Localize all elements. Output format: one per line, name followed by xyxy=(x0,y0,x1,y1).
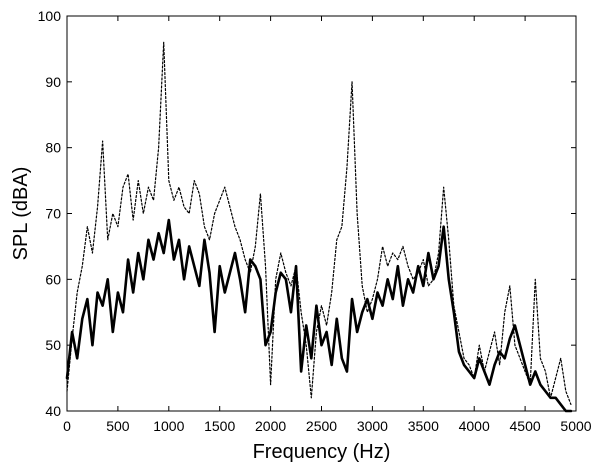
y-tick-label: 60 xyxy=(45,271,61,287)
y-tick-label: 100 xyxy=(38,8,62,24)
x-tick-label: 1000 xyxy=(153,418,184,434)
y-axis-label: SPL (dBA) xyxy=(10,167,32,261)
series-layer xyxy=(65,41,573,413)
y-tick-label: 50 xyxy=(45,337,61,353)
x-tick-label: 2000 xyxy=(255,418,286,434)
y-tick-label: 90 xyxy=(45,74,61,90)
x-tick-label: 2500 xyxy=(306,418,337,434)
x-tick-label: 5000 xyxy=(560,418,591,434)
y-tick-label: 80 xyxy=(45,140,61,156)
x-tick-label: 4000 xyxy=(459,418,490,434)
x-axis-label: Frequency (Hz) xyxy=(253,441,391,463)
y-tick-label: 40 xyxy=(45,403,61,419)
x-tick-label: 3500 xyxy=(408,418,439,434)
x-tick-label: 0 xyxy=(63,418,71,434)
plot-area-border xyxy=(66,15,577,412)
x-tick-label: 3000 xyxy=(357,418,388,434)
y-tick-label: 70 xyxy=(45,206,61,222)
ticks-layer: 0 500 1000 1500 2000 2500 3000 3500 4000 4500 5000… xyxy=(38,8,592,434)
solid-series-line xyxy=(65,218,573,413)
x-tick-label: 500 xyxy=(106,418,130,434)
x-tick-label: 4500 xyxy=(510,418,541,434)
x-tick-label: 1500 xyxy=(204,418,235,434)
